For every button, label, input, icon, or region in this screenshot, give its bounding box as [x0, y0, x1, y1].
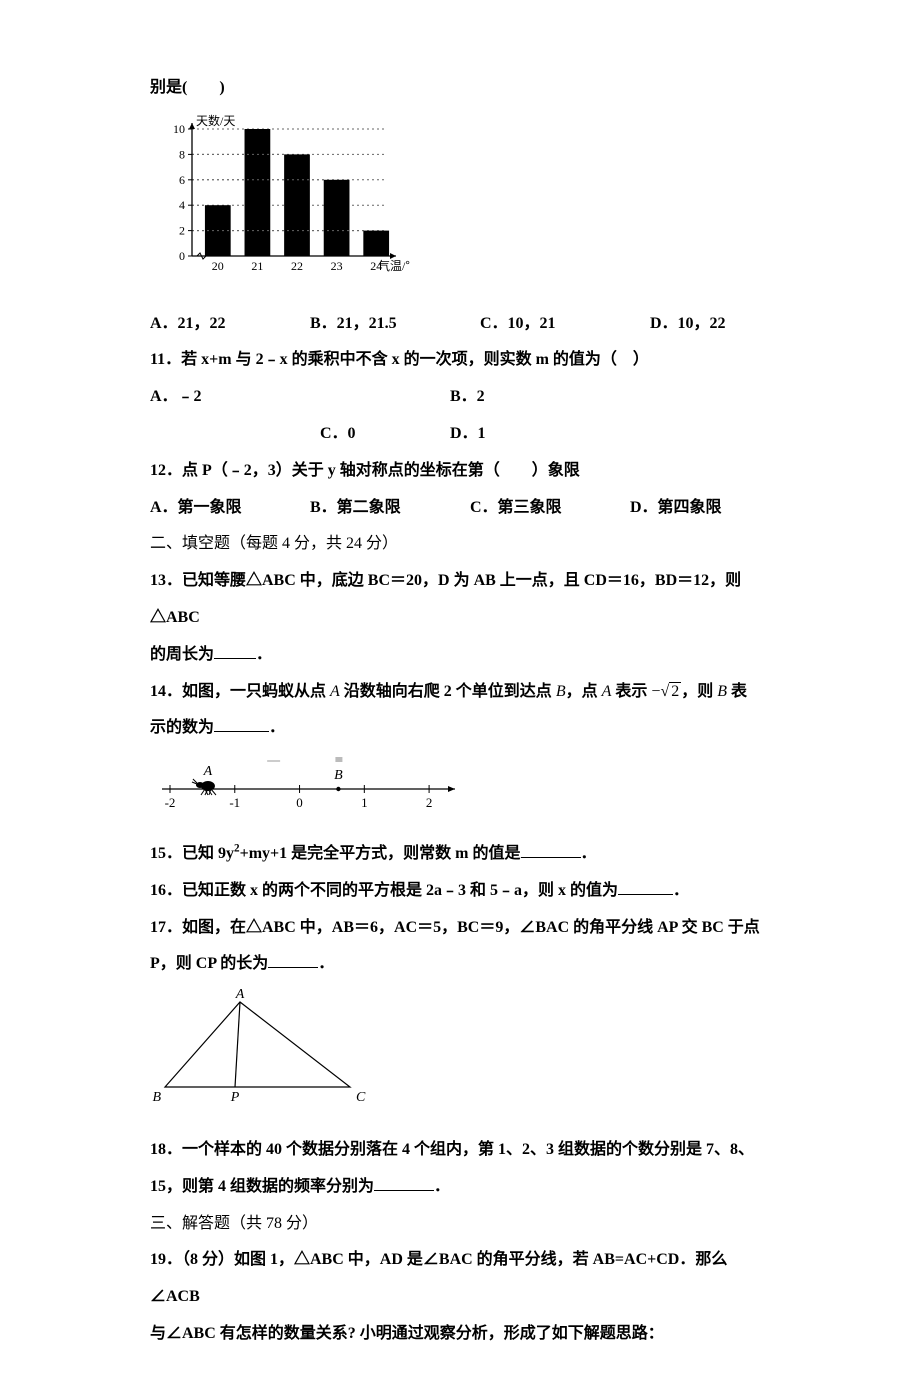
q13-line1: 13．已知等腰△ABC 中，底边 BC＝20，D 为 AB 上一点，且 CD＝1… — [150, 563, 770, 637]
q11-options-row2: C．0 D．1 — [150, 416, 770, 453]
q19-line2: 与∠ABC 有怎样的数量关系? 小明通过观察分析，形成了如下解题思路： — [150, 1316, 770, 1353]
q15-blank — [521, 842, 581, 858]
q16-pre: 16．已知正数 x 的两个不同的平方根是 2a﹣3 和 5﹣a，则 x 的值为 — [150, 882, 618, 899]
q16-post: ． — [673, 882, 689, 899]
q14-line2: 示的数为 ． — [150, 710, 770, 747]
q12-stem: 12．点 P（﹣2，3）关于 y 轴对称点的坐标在第（ ）象限 — [150, 453, 770, 490]
q14-l2-pre: 示的数为 — [150, 719, 214, 736]
q14-line1: 14．如图，一只蚂蚁从点 A 沿数轴向右爬 2 个单位到达点 B，点 A 表示 … — [150, 674, 770, 711]
svg-text:22: 22 — [291, 259, 303, 273]
q13-pre: 的周长为 — [150, 646, 214, 663]
svg-text:0: 0 — [296, 795, 303, 810]
svg-text:A: A — [235, 987, 245, 1002]
q17-blank — [268, 952, 318, 968]
q12-options: A．第一象限 B．第二象限 C．第三象限 D．第四象限 — [150, 490, 770, 527]
q18-post: ． — [434, 1178, 450, 1195]
svg-text:-2: -2 — [165, 795, 176, 810]
q11-spacer — [150, 416, 320, 453]
q15: 15．已知 9y2+my+1 是完全平方式，则常数 m 的值是． — [150, 836, 770, 873]
q10-options: A．21，22 B．21，21.5 C．10，21 D．10，22 — [150, 306, 770, 343]
svg-text:P: P — [230, 1090, 240, 1105]
q11-opt-a: A．﹣2 — [150, 379, 450, 416]
q14-pre: 14．如图，一只蚂蚁从点 — [150, 683, 330, 700]
q11-opt-d: D．1 — [450, 416, 486, 453]
q13-line2: 的周长为 ． — [150, 637, 770, 674]
q10-opt-d: D．10，22 — [650, 306, 726, 343]
q10-opt-b: B．21，21.5 — [310, 306, 480, 343]
q14-B2: B — [717, 683, 727, 700]
q11-opt-b: B．2 — [450, 379, 485, 416]
q18-line2: 15，则第 4 组数据的频率分别为 ． — [150, 1169, 770, 1206]
number-line: -2 -1 0 1 2 A B — [150, 751, 770, 826]
q11-stem: 11．若 x+m 与 2﹣x 的乘积中不含 x 的一次项，则实数 m 的值为（ … — [150, 342, 770, 379]
svg-text:-1: -1 — [229, 795, 240, 810]
q17-pre: P，则 CP 的长为 — [150, 955, 268, 972]
svg-text:天数/天: 天数/天 — [196, 113, 235, 128]
q12-opt-c: C．第三象限 — [470, 490, 630, 527]
q18-line1: 18．一个样本的 40 个数据分别落在 4 个组内，第 1、2、3 组数据的个数… — [150, 1132, 770, 1169]
q14-mid2: ，点 — [566, 683, 602, 700]
q14-mid1: 沿数轴向右爬 2 个单位到达点 — [340, 683, 556, 700]
section-2-heading: 二、填空题（每题 4 分，共 24 分） — [150, 526, 770, 563]
svg-text:8: 8 — [179, 147, 185, 161]
svg-text:2: 2 — [179, 223, 185, 237]
svg-text:6: 6 — [179, 173, 185, 187]
svg-text:0: 0 — [179, 249, 185, 263]
svg-text:23: 23 — [331, 259, 343, 273]
svg-text:2: 2 — [426, 795, 433, 810]
q15-mid: +my+1 是完全平方式，则常数 m 的值是 — [240, 845, 521, 862]
q18-pre: 15，则第 4 组数据的频率分别为 — [150, 1178, 374, 1195]
triangle-figure: A B C P — [150, 987, 770, 1122]
q14-A: A — [330, 683, 340, 700]
svg-text:B: B — [152, 1090, 161, 1105]
svg-text:1: 1 — [361, 795, 368, 810]
section-3-heading: 三、解答题（共 78 分） — [150, 1206, 770, 1243]
svg-text:气温/℃: 气温/℃ — [378, 258, 410, 273]
q14-blank — [214, 716, 269, 732]
q14-mid4: ，则 — [681, 683, 717, 700]
q15-post: ． — [581, 845, 597, 862]
q12-opt-d: D．第四象限 — [630, 490, 722, 527]
q14-l2-post: ． — [269, 719, 285, 736]
q16: 16．已知正数 x 的两个不同的平方根是 2a﹣3 和 5﹣a，则 x 的值为 ． — [150, 873, 770, 910]
q14-B: B — [556, 683, 566, 700]
q13-post: ． — [256, 646, 272, 663]
q14-neg: − — [651, 683, 660, 700]
q17-post: ． — [318, 955, 334, 972]
q12-opt-a: A．第一象限 — [150, 490, 310, 527]
q18-blank — [374, 1175, 434, 1191]
q14-mid3: 表示 — [611, 683, 651, 700]
q10-opt-c: C．10，21 — [480, 306, 650, 343]
q13-blank — [214, 643, 256, 659]
q15-pre: 15．已知 9y — [150, 845, 234, 862]
svg-text:21: 21 — [251, 259, 263, 273]
q10-opt-a: A．21，22 — [150, 306, 310, 343]
q11-options-row1: A．﹣2 B．2 — [150, 379, 770, 416]
q14-A2: A — [602, 683, 612, 700]
q17-line1: 17．如图，在△ABC 中，AB＝6，AC＝5，BC＝9，∠BAC 的角平分线 … — [150, 910, 770, 947]
q11-opt-c: C．0 — [320, 416, 450, 453]
opening-fragment: 别是( ) — [150, 70, 770, 107]
q16-blank — [618, 879, 673, 895]
q12-opt-b: B．第二象限 — [310, 490, 470, 527]
bar-chart: 02468102021222324天数/天气温/℃ — [150, 111, 770, 296]
svg-text:4: 4 — [179, 198, 185, 212]
svg-text:C: C — [356, 1090, 366, 1105]
svg-text:10: 10 — [173, 122, 185, 136]
q17-line2: P，则 CP 的长为 ． — [150, 946, 770, 983]
q14-sqrt: √2 — [660, 674, 681, 711]
q19-line1: 19．（8 分）如图 1，△ABC 中，AD 是∠BAC 的角平分线，若 AB=… — [150, 1242, 770, 1316]
svg-text:A: A — [203, 764, 213, 779]
svg-text:20: 20 — [212, 259, 224, 273]
svg-text:B: B — [334, 768, 343, 783]
q14-mid5: 表 — [727, 683, 747, 700]
